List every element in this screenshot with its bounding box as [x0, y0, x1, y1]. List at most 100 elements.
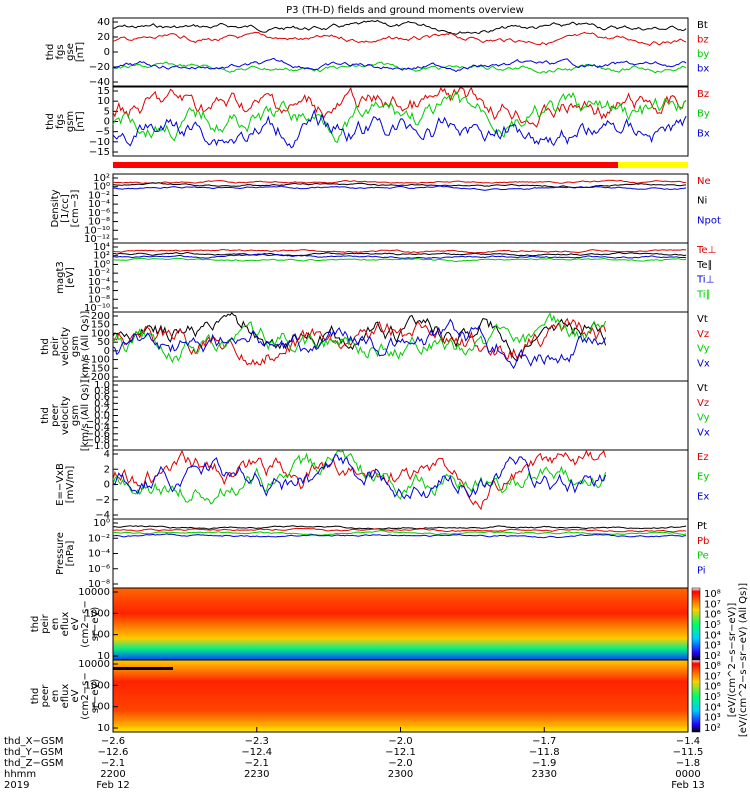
panel-peer_vel: 1.00.80.60.40.20.0−0.2−0.4−0.6−0.8−1.0th… [40, 380, 710, 452]
y-tick-label: 10000 [78, 587, 110, 598]
colorbar-label: [eV/(cm^2−s−sr−eV)] [727, 603, 738, 718]
ephemeris-row-label: hhmm [4, 769, 36, 780]
ephemeris-value: Feb 13 [671, 780, 705, 791]
panel-pressure: 10⁰ 10⁻² 10⁻⁴ 10⁻⁶ 10⁻⁸ Pressure[nPa] Pt Pb Pe Pi [55, 518, 709, 590]
legend-Ey: Ey [697, 472, 709, 483]
series-Pt [112, 525, 687, 530]
ephemeris-value: −12.6 [98, 747, 129, 758]
colorbar-tick: 10³ [704, 641, 721, 652]
legend-Vx: Vx [697, 427, 710, 438]
y-tick-label: 0.0 [94, 411, 110, 422]
colorbar-tick: 10⁵ [704, 620, 721, 631]
y-axis-label: magt3[eV] [55, 261, 76, 294]
legend-bz: bz [697, 35, 709, 46]
series-Bz [112, 86, 687, 128]
legend-Bz: Bz [697, 89, 709, 100]
ephemeris-value: −1.8 [676, 758, 700, 769]
y-tick-label: −10 [89, 137, 110, 148]
legend-Te⊥: Te⊥ [696, 245, 716, 256]
y-tick-label: 0.8 [94, 386, 110, 397]
y-tick-label: −0.8 [86, 435, 110, 446]
legend-Ne: Ne [697, 176, 711, 187]
legend-Pe: Pe [697, 551, 709, 562]
figure-title: P3 (TH-D) fields and ground moments over… [286, 5, 524, 16]
y-tick-label: 10⁴ [93, 242, 110, 253]
colorbar [691, 587, 701, 661]
y-tick-label: 1000 [85, 608, 110, 619]
ephemeris-value: −1.4 [676, 736, 700, 747]
y-axis-label: thdpeervelocitygsm[km/s (All Qs)] [40, 380, 91, 452]
y-tick-label: −200 [83, 372, 110, 383]
y-tick-label: 10⁻² [88, 190, 110, 201]
y-tick-label: 10⁰ [93, 259, 110, 270]
ephemeris-row-label: thd_Y−GSM [4, 747, 63, 758]
colorbar-tick: 10² [704, 651, 721, 662]
ephemeris-value: −2.1 [245, 758, 269, 769]
axes-frame [112, 311, 689, 382]
ephemeris-value: −2.1 [101, 758, 125, 769]
y-tick-label: 10⁻⁸ [88, 294, 110, 305]
series-Ey [112, 450, 607, 505]
ephemeris-row-label: 2019 [4, 780, 29, 791]
quality-bar-yellow [618, 162, 688, 168]
panels: 40200−20−40thdfgsgse[nT]Btbzbybx151050−5… [30, 17, 749, 737]
y-tick-label: 5 [104, 106, 110, 117]
y-axis-label: thdpeirvelocitygsm[km/s (All Qs)] [40, 311, 91, 383]
axes-frame [112, 242, 689, 313]
colorbar-tick: 10⁸ [704, 589, 721, 600]
y-tick-label: −20 [89, 62, 110, 73]
y-axis-label: thdfgsgsm[nT] [45, 111, 86, 132]
y-tick-label: 15 [97, 86, 110, 97]
legend-By: By [697, 109, 710, 120]
legend-Vz: Vz [697, 398, 709, 409]
y-tick-label: −1.0 [86, 441, 110, 452]
y-tick-label: −150 [83, 363, 110, 374]
legend-Pi: Pi [697, 565, 706, 576]
y-tick-label: 10⁻⁶ [88, 208, 110, 219]
legend-Npot: Npot [697, 215, 721, 226]
panel-peir_spec: 10000 1000 100 10 thdpeirenefluxeV(cm2−s−sr−… [30, 587, 689, 662]
colorbar-tick: 10² [704, 723, 721, 734]
ephemeris-row-label: thd_Z−GSM [4, 758, 64, 769]
legend-Bx: Bx [697, 128, 710, 139]
legend-Vy: Vy [697, 413, 710, 424]
legend-Pt: Pt [697, 521, 707, 532]
panel-peir_vel: 200150100500−100−150−200thdpeirvelocityg… [40, 311, 710, 383]
y-tick-label: 10⁻¹⁰ [84, 225, 110, 236]
colorbar-tick: 10⁷ [704, 599, 721, 610]
axes-frame [112, 449, 689, 520]
quality-bar-red [113, 162, 618, 168]
y-tick-label: −15 [89, 147, 110, 158]
ephemeris-value: 2230 [244, 769, 269, 780]
y-axis-label: E=−VxB[mV/m] [55, 463, 76, 506]
y-tick-label: 150 [91, 320, 110, 331]
series-Vx [112, 318, 607, 370]
ephemeris-value: −1.9 [532, 758, 556, 769]
y-tick-label: 10⁻⁸ [88, 217, 110, 228]
y-tick-label: −0.6 [86, 429, 110, 440]
y-tick-label: −40 [89, 77, 110, 88]
legend-Bt: Bt [697, 20, 708, 31]
series-Ti⊥ [112, 253, 687, 259]
y-tick-label: 2 [104, 464, 110, 475]
axes-frame [112, 173, 689, 244]
panel-peer_spec: 10000 1000 100 10 thdpeerenefluxeV(cm2−s−sr−… [30, 659, 689, 734]
legend-Te∥: Te∥ [696, 260, 713, 271]
y-tick-label: 20 [97, 32, 110, 43]
colorbar-label-2: [eV/(cm^2−s−sr−eV) (All Qs)] [738, 583, 749, 737]
y-tick-label: 0.6 [94, 392, 110, 403]
colorbar-tick: 10⁴ [704, 702, 721, 713]
series-Pb [112, 527, 687, 533]
y-tick-label: −2 [95, 495, 110, 506]
y-axis-label: thdfgsgse[nT] [45, 42, 86, 62]
y-axis-label: thdpeirenefluxeV(cm2−s−sr−eV) [30, 600, 101, 647]
series-Pi [112, 533, 687, 539]
legend-Pb: Pb [697, 536, 709, 547]
ephemeris-value: 2330 [532, 769, 557, 780]
spectrogram-peir_spec [113, 588, 688, 660]
series-Bx [112, 109, 687, 149]
spectrogram-gap [113, 667, 173, 670]
y-tick-label: 0.4 [94, 398, 110, 409]
axes-frame [112, 380, 689, 451]
